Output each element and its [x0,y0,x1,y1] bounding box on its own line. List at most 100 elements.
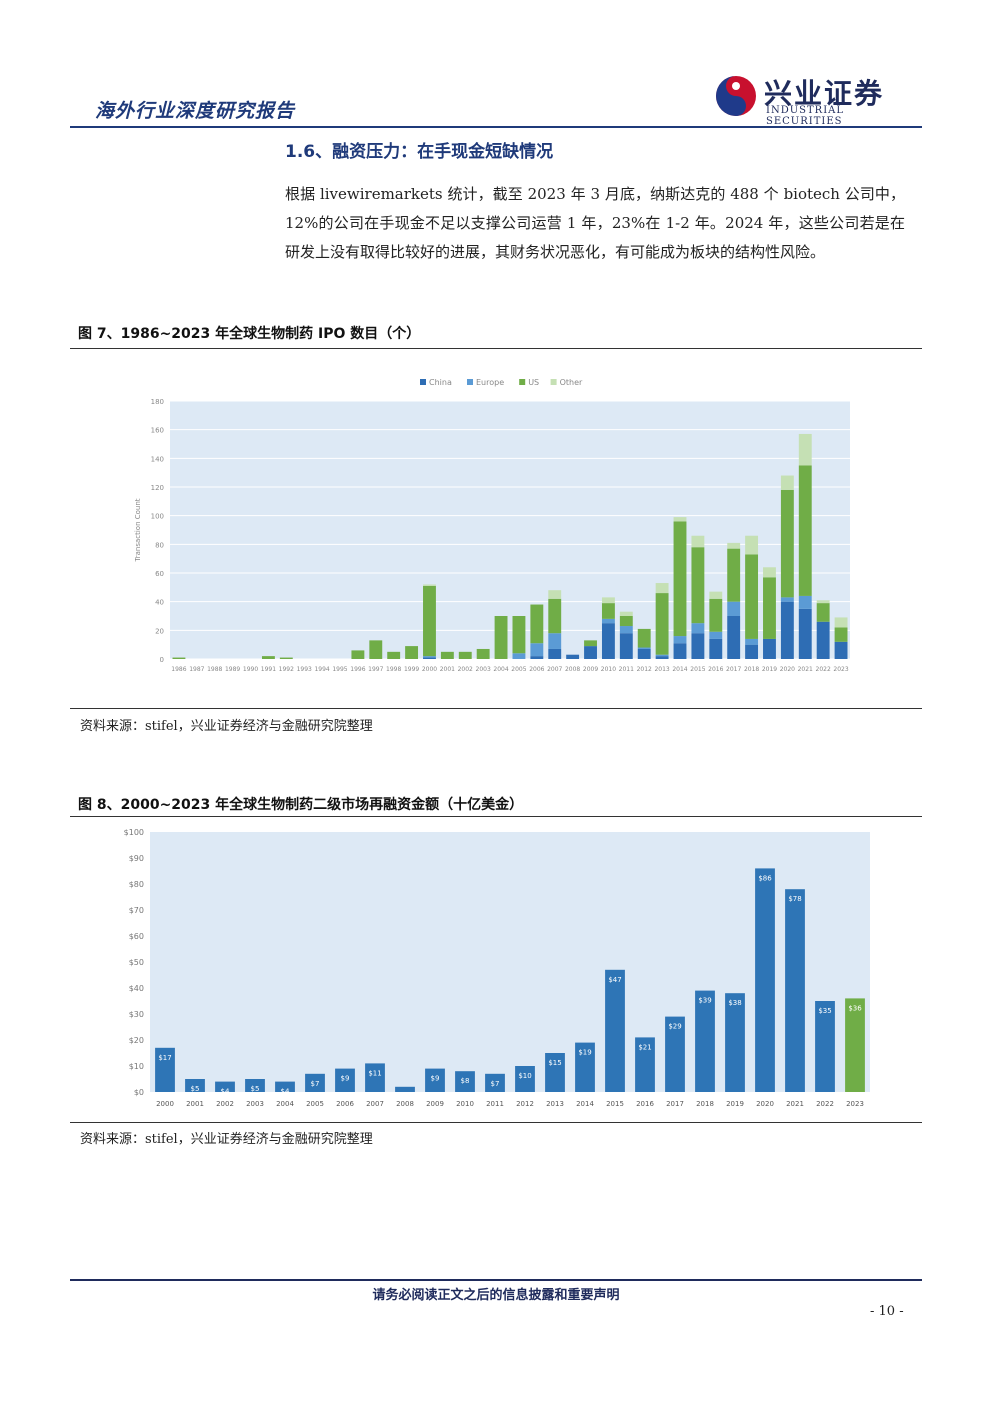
x-tick-label: 2020 [756,1100,774,1108]
bar-segment-other [780,475,794,490]
x-tick-label: 2009 [583,666,598,673]
x-tick-label: 2007 [547,666,562,673]
legend-label-europe: Europe [476,378,504,387]
x-tick-label: 2005 [511,666,526,673]
legend-swatch-europe [467,379,473,385]
bar-segment-us [745,554,759,639]
bar [845,998,865,1092]
x-tick-label: 2004 [493,666,508,673]
bar-segment-us [530,604,544,644]
data-label: $7 [491,1080,500,1088]
x-tick-label: 2004 [276,1100,294,1108]
x-tick-label: 1986 [171,666,186,673]
figure8-source: 资料来源：stifel，兴业证券经济与金融研究院整理 [80,1132,373,1147]
y-tick-label: $60 [129,932,144,941]
x-tick-label: 2022 [816,666,831,673]
y-tick-label: $40 [129,984,144,993]
y-tick-label: $80 [129,880,144,889]
x-tick-label: 2001 [440,666,455,673]
data-label: $9 [431,1075,440,1083]
x-tick-label: 1997 [368,666,383,673]
bar [185,1079,205,1092]
bar [155,1047,175,1092]
legend-label-china: China [429,378,452,387]
bar-segment-other [816,600,830,604]
bar-segment-us [440,651,454,659]
x-tick-label: 2013 [654,666,669,673]
bar-segment-other [745,535,759,555]
x-tick-label: 2016 [636,1100,654,1108]
figure7-title: 图 7、1986~2023 年全球生物制药 IPO 数目（个） [78,326,421,342]
y-tick-label: 120 [151,484,164,492]
bar-segment-other [709,591,723,599]
y-axis-label: Transaction Count [134,498,142,562]
x-tick-label: 2022 [816,1100,834,1108]
bar-segment-us [673,521,687,637]
bar-segment-us [691,547,705,624]
bar-segment-us [780,489,794,598]
bar-segment-china [601,623,615,659]
bar-segment-us [261,656,275,659]
x-tick-label: 1987 [189,666,204,673]
header-divider [70,126,922,128]
x-tick-label: 2007 [366,1100,384,1108]
x-tick-label: 1998 [386,666,401,673]
bar-segment-us [548,598,562,634]
x-tick-label: 2012 [637,666,652,673]
x-tick-label: 2006 [529,666,544,673]
figure7-top-rule [70,348,922,349]
bar-segment-china [584,646,597,659]
bar-segment-us [798,465,812,596]
bar-segment-china [691,633,705,659]
figure8-top-rule [70,816,922,817]
bar-segment-europe [548,633,562,649]
x-tick-label: 2010 [601,666,616,673]
bar-segment-china [780,601,794,659]
x-tick-label: 1991 [261,666,276,673]
data-label: $35 [818,1007,831,1015]
bar-segment-us [476,648,490,659]
x-tick-label: 2002 [458,666,473,673]
logo-english-name: INDUSTRIAL SECURITIES [766,105,845,127]
bar-segment-us [655,593,669,655]
figure8-bottom-rule [70,1122,922,1123]
x-tick-label: 2017 [666,1100,684,1108]
legend-label-other: Other [560,378,583,387]
x-tick-label: 2008 [565,666,580,673]
bar-segment-china [655,656,669,659]
x-tick-label: 2018 [744,666,759,673]
y-tick-label: 40 [155,599,164,607]
data-label: $21 [638,1043,651,1051]
bar-segment-other [691,535,705,548]
bar [605,969,625,1092]
x-tick-label: 2003 [476,666,491,673]
bar-segment-us [619,616,633,627]
bar-segment-europe [709,631,723,639]
x-tick-label: 2014 [576,1100,594,1108]
bar-segment-china [816,621,830,659]
refinancing-amount-chart: $0 $10 $20 $30 $40 $50 $60 $70 $80 $90 $100 $17 2000… [124,828,870,1108]
bar-segment-us [584,640,597,647]
logo-chinese-name: 兴业证券 [764,77,885,110]
x-tick-label: 2021 [786,1100,804,1108]
figure7-source: 资料来源：stifel，兴业证券经济与金融研究院整理 [80,719,373,734]
bar-segment-us [727,548,741,602]
bar-segment-us [494,616,508,659]
bar-segment-us [423,585,436,657]
footer-disclaimer: 请务必阅读正文之后的信息披露和重要声明 [372,1288,620,1303]
x-tick-label: 2018 [696,1100,714,1108]
x-tick-label: 2017 [726,666,741,673]
data-label: $15 [548,1059,561,1067]
bar [665,1016,685,1092]
bar-segment-us [709,598,723,632]
data-label: $39 [698,997,711,1005]
bar [515,1066,535,1092]
data-label: $9 [341,1075,350,1083]
bar-segment-europe [780,597,794,602]
bar-segment-china [763,638,776,659]
bar-segment-other [548,590,562,599]
x-tick-label: 2023 [846,1100,864,1108]
bar-segment-europe [530,643,544,657]
data-label: $8 [461,1077,470,1085]
ipo-count-chart: 0 20 40 60 80 100 120 140 160 180 Transaction Coun… [134,378,850,673]
